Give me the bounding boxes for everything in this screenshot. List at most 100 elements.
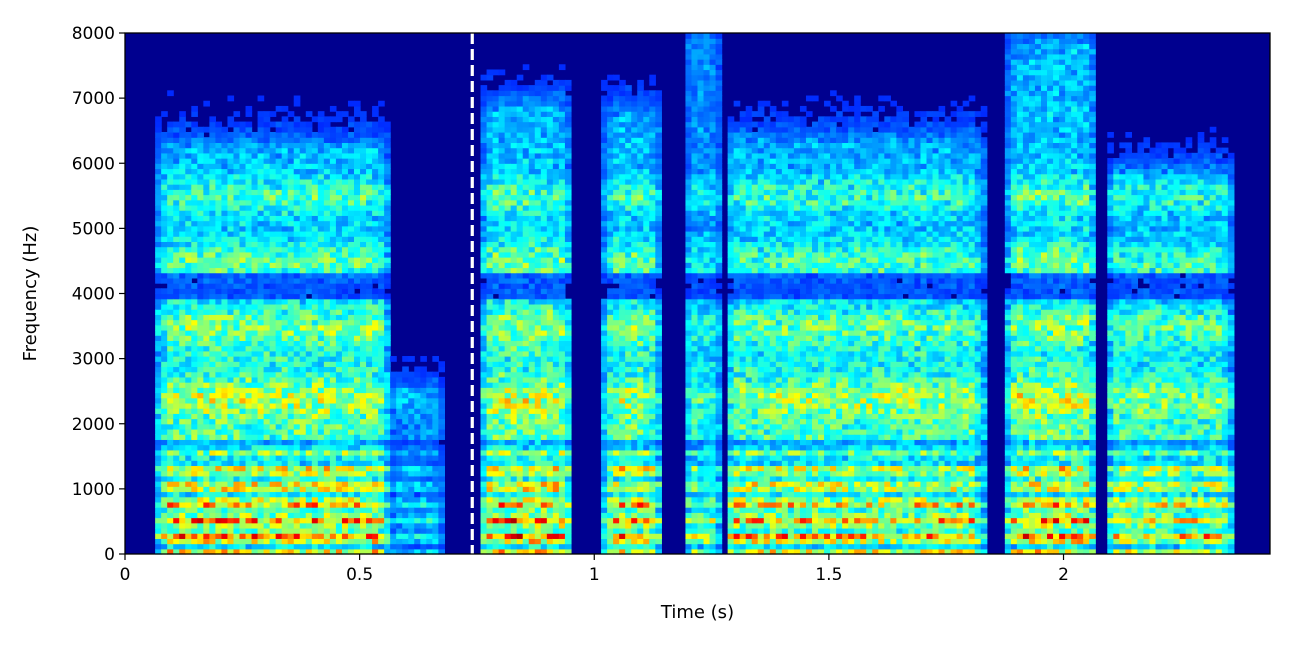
spectrogram-cell — [347, 230, 355, 237]
spectrogram-cell — [269, 517, 277, 524]
spectrogram-cell — [215, 449, 223, 456]
spectrogram-cell — [245, 126, 253, 133]
spectrogram-cell — [329, 126, 337, 133]
spectrogram-cell — [239, 371, 247, 378]
spectrogram-cell — [546, 460, 554, 467]
spectrogram-cell — [305, 543, 313, 550]
spectrogram-cell — [185, 527, 192, 534]
spectrogram-cell — [564, 131, 572, 138]
spectrogram-cell — [299, 215, 307, 222]
spectrogram-cell — [516, 324, 524, 331]
spectrogram-cell — [528, 465, 536, 472]
spectrogram-cell — [384, 434, 391, 440]
spectrogram-cell — [251, 158, 259, 164]
spectrogram-cell — [341, 335, 349, 341]
spectrogram-cell — [378, 283, 385, 289]
spectrogram-cell — [203, 257, 210, 263]
spectrogram-cell — [378, 397, 385, 404]
spectrogram-cell — [546, 95, 554, 102]
spectrogram-cell — [329, 418, 337, 425]
spectrogram-cell — [492, 486, 500, 493]
spectrogram-cell — [161, 204, 168, 211]
spectrogram-cell — [179, 199, 186, 206]
spectrogram-cell — [504, 455, 512, 461]
spectrogram-cell — [281, 329, 289, 336]
spectrogram-cell — [384, 428, 391, 435]
spectrogram-cell — [486, 387, 494, 394]
spectrogram-cell — [197, 267, 204, 274]
spectrogram-cell — [492, 267, 500, 274]
spectrogram-cell — [245, 210, 253, 216]
spectrogram-cell — [516, 100, 524, 107]
spectrogram-cell — [347, 314, 355, 321]
spectrogram-cell — [269, 288, 277, 295]
spectrogram-cell — [341, 444, 349, 451]
spectrogram-cell — [173, 413, 180, 420]
spectrogram-cell — [540, 356, 548, 362]
spectrogram-cell — [329, 246, 337, 253]
spectrogram-cell — [173, 121, 180, 128]
spectrogram-cell — [564, 152, 572, 159]
spectrogram-cell — [384, 152, 391, 159]
spectrogram-cell — [317, 293, 325, 300]
spectrogram-cell — [366, 158, 373, 164]
spectrogram-cell — [347, 402, 355, 409]
spectrogram-cell — [498, 413, 506, 420]
spectrogram-cell — [221, 272, 229, 279]
spectrogram-cell — [323, 366, 331, 373]
spectrogram-cell — [191, 272, 198, 279]
spectrogram-cell — [179, 210, 186, 216]
spectrogram-cell — [372, 152, 379, 159]
spectrogram-cell — [173, 460, 180, 467]
spectrogram-cell — [209, 272, 216, 279]
spectrogram-cell — [155, 413, 162, 420]
spectrogram-cell — [179, 189, 186, 196]
spectrogram-cell — [281, 481, 289, 487]
spectrogram-cell — [522, 293, 530, 300]
spectrogram-cell — [197, 345, 204, 352]
spectrogram-cell — [528, 496, 536, 503]
spectrogram-cell — [209, 460, 216, 467]
spectrogram-cell — [161, 210, 168, 216]
spectrogram-cell — [341, 262, 349, 269]
spectrogram-cell — [564, 225, 572, 232]
spectrogram-cell — [528, 423, 536, 430]
spectrogram-cell — [323, 465, 331, 472]
spectrogram-cell — [317, 314, 325, 321]
spectrogram-cell — [372, 382, 379, 388]
spectrogram-cell — [360, 371, 367, 378]
spectrogram-cell — [215, 444, 223, 451]
spectrogram-cell — [191, 496, 198, 503]
spectrogram-cell — [480, 303, 488, 310]
spectrogram-cell — [372, 262, 379, 269]
spectrogram-cell — [528, 225, 536, 232]
spectrogram-cell — [341, 538, 349, 545]
spectrogram-cell — [167, 137, 174, 144]
spectrogram-cell — [480, 272, 488, 279]
spectrogram-cell — [179, 512, 186, 519]
spectrogram-cell — [191, 501, 198, 508]
spectrogram-cell — [558, 246, 566, 253]
spectrogram-cell — [251, 257, 259, 263]
spectrogram-cell — [179, 251, 186, 258]
spectrogram-cell — [269, 460, 277, 467]
spectrogram-cell — [251, 283, 259, 289]
spectrogram-cell — [516, 517, 524, 524]
spectrogram-cell — [173, 470, 180, 477]
spectrogram-cell — [269, 309, 277, 315]
spectrogram-cell — [329, 105, 337, 112]
spectrogram-cell — [179, 314, 186, 321]
spectrogram-cell — [323, 309, 331, 315]
spectrogram-cell — [552, 168, 560, 175]
spectrogram-cell — [245, 293, 253, 300]
spectrogram-cell — [528, 95, 536, 102]
spectrogram-cell — [263, 387, 271, 394]
spectrogram-cell — [167, 418, 174, 425]
spectrogram-cell — [546, 152, 554, 159]
spectrogram-cell — [263, 538, 271, 545]
spectrogram-cell — [263, 382, 271, 388]
spectrogram-cell — [504, 314, 512, 321]
spectrogram-cell — [239, 486, 247, 493]
spectrogram-cell — [323, 543, 331, 550]
spectrogram-cell — [546, 236, 554, 242]
